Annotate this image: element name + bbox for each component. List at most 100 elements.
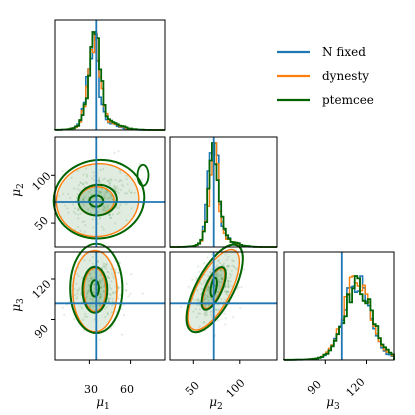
scatter-point xyxy=(83,313,87,316)
scatter-point xyxy=(207,286,210,289)
scatter-point xyxy=(109,184,112,187)
scatter-point xyxy=(206,287,209,290)
scatter-point xyxy=(86,295,89,298)
scatter-point xyxy=(232,316,235,319)
scatter-point xyxy=(225,292,228,295)
scatter-point xyxy=(93,283,96,286)
scatter-point xyxy=(101,265,104,268)
scatter-point xyxy=(110,327,113,330)
scatter-point xyxy=(103,205,106,209)
scatter-point xyxy=(99,274,102,277)
scatter-point xyxy=(106,180,109,183)
scatter-point xyxy=(63,313,66,316)
scatter-point xyxy=(76,289,79,292)
scatter-point xyxy=(107,179,110,182)
tick-label-mu2-y-100: 100 xyxy=(30,170,54,194)
scatter-point xyxy=(227,265,231,268)
panel-frame-m32 xyxy=(169,251,278,361)
scatter-point xyxy=(103,207,106,210)
tick-label-mu1-60: 60 xyxy=(120,383,134,396)
scatter-point xyxy=(130,191,133,194)
scatter-point xyxy=(214,273,217,276)
panel-frame-m3 xyxy=(283,251,395,361)
scatter-point xyxy=(203,297,206,300)
contour-dy-outer-m32 xyxy=(187,248,241,331)
scatter-point xyxy=(76,292,79,295)
scatter-point xyxy=(206,294,209,298)
scatter-point xyxy=(98,202,101,205)
scatter-point xyxy=(101,279,104,282)
scatter-point xyxy=(221,264,224,267)
scatter-point xyxy=(187,285,190,288)
scatter-point xyxy=(117,188,120,191)
scatter-point xyxy=(91,218,94,221)
hist-mu1-nf xyxy=(54,31,165,131)
scatter-point xyxy=(77,207,80,210)
scatter-point xyxy=(111,198,114,201)
scatter-point xyxy=(83,259,86,262)
scatter-point xyxy=(117,272,120,275)
hist-mu3-nf xyxy=(283,275,395,361)
scatter-point xyxy=(90,206,94,209)
scatter-point xyxy=(118,261,122,264)
scatter-point xyxy=(206,288,209,292)
scatter-point xyxy=(98,217,102,220)
scatter-point xyxy=(203,313,206,316)
scatter-point xyxy=(99,292,102,296)
scatter-point xyxy=(130,191,133,194)
scatter-point xyxy=(117,297,120,300)
scatter-point xyxy=(124,192,127,195)
scatter-point xyxy=(82,173,85,176)
scatter-point xyxy=(220,280,223,283)
scatter-point xyxy=(101,277,104,280)
scatter-point xyxy=(102,204,105,207)
scatter-point xyxy=(115,268,118,271)
ylabel-mu2: μ2 xyxy=(9,183,26,197)
scatter-point xyxy=(73,288,76,291)
scatter-point xyxy=(103,177,107,180)
scatter-point xyxy=(224,253,227,256)
tick-label-mu2-100: 100 xyxy=(224,377,248,401)
scatter-point xyxy=(226,265,229,268)
scatter-point xyxy=(198,300,201,303)
scatter-point xyxy=(196,265,200,268)
scatter-point xyxy=(204,279,207,282)
scatter-point xyxy=(110,311,113,314)
scatter-point xyxy=(113,185,116,188)
scatter-point xyxy=(111,298,114,301)
scatter-point xyxy=(108,283,111,286)
hist-mu1-dy xyxy=(54,31,165,131)
scatter-point xyxy=(98,280,101,283)
scatter-point xyxy=(125,282,128,285)
scatter-point xyxy=(195,315,198,319)
scatter-point xyxy=(97,300,100,303)
scatter-point xyxy=(229,272,232,275)
scatter-point xyxy=(100,294,103,297)
scatter-point xyxy=(216,290,219,293)
scatter-point xyxy=(97,180,100,183)
scatter-point xyxy=(98,180,101,183)
scatter-point xyxy=(72,210,75,213)
scatter-point xyxy=(90,276,93,279)
scatter-point xyxy=(125,178,128,181)
scatter-point xyxy=(196,303,199,307)
scatter-point xyxy=(227,285,230,288)
scatter-point xyxy=(89,211,93,214)
scatter-point xyxy=(225,258,228,261)
tick-label-mu3-y-120: 120 xyxy=(30,278,54,302)
scatter-point xyxy=(218,261,222,265)
scatter-point xyxy=(237,286,240,289)
scatter-point xyxy=(126,183,129,186)
legend-label-n-fixed: N fixed xyxy=(322,45,366,59)
scatter-point xyxy=(86,315,89,318)
scatter-point xyxy=(77,217,80,220)
scatter-point xyxy=(66,193,70,196)
scatter-point xyxy=(106,197,109,200)
scatter-point xyxy=(76,193,79,196)
scatter-point xyxy=(82,199,85,202)
scatter-point xyxy=(92,178,95,181)
scatter-point xyxy=(93,174,96,178)
scatter-point xyxy=(215,271,218,275)
scatter-point xyxy=(226,280,230,283)
scatter-point xyxy=(105,209,108,212)
